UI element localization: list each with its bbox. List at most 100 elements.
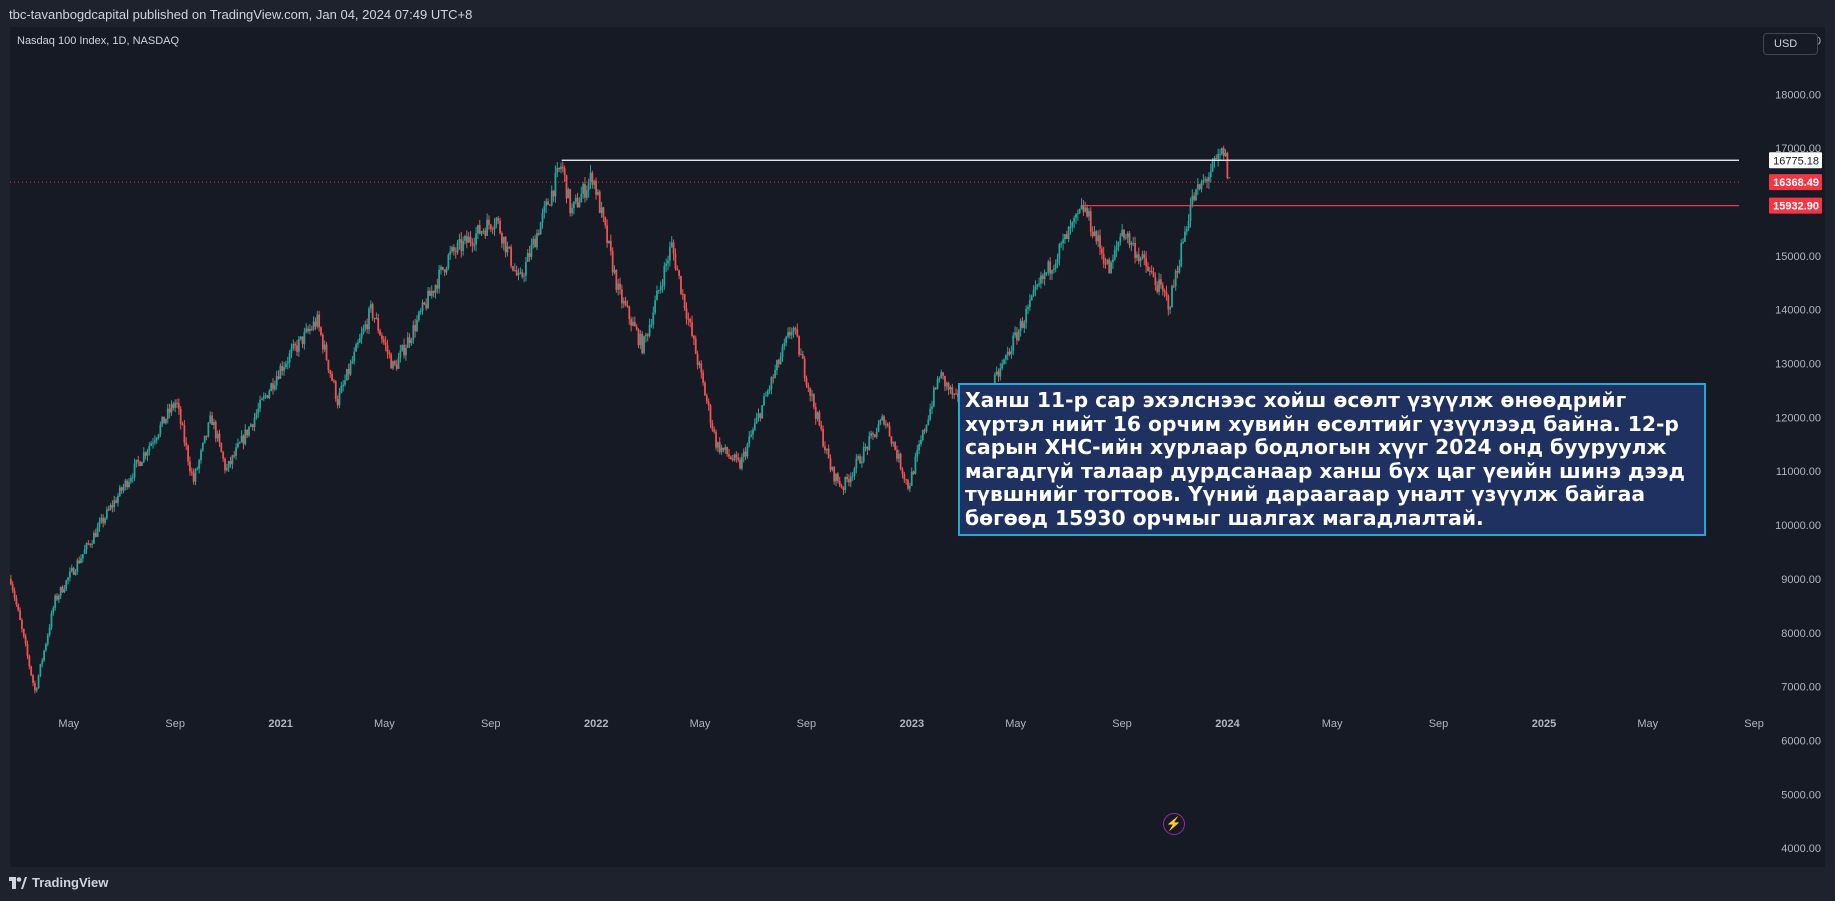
candle-body	[781, 346, 784, 357]
x-tick-label: 2022	[584, 718, 608, 730]
candle-body	[272, 383, 274, 390]
candle-body	[1030, 295, 1033, 301]
candle-body	[824, 446, 826, 451]
candle-body	[229, 461, 232, 465]
currency-button[interactable]: USD	[1763, 33, 1818, 55]
lightning-icon[interactable]: ⚡	[1163, 813, 1185, 835]
candle-body	[565, 175, 568, 199]
candle-body	[1112, 259, 1114, 263]
candle-body	[995, 371, 998, 375]
candle-body	[877, 424, 880, 432]
candle-body	[532, 238, 535, 245]
candle-body	[534, 238, 537, 248]
candle-body	[750, 434, 753, 437]
x-tick-label: May	[690, 718, 711, 730]
candle-body	[901, 469, 904, 475]
candle-body	[1224, 152, 1227, 156]
candle-body	[624, 300, 627, 306]
candle-body	[792, 328, 795, 332]
candle-body	[105, 509, 108, 519]
candle-body	[144, 452, 147, 456]
candle-body	[698, 363, 701, 365]
candle-body	[331, 373, 333, 381]
candle-body	[61, 586, 64, 593]
candle-body	[497, 218, 500, 221]
candle-body	[678, 270, 681, 277]
candle-body	[373, 317, 376, 319]
x-tick-label: May	[1637, 718, 1658, 730]
candle-body	[98, 521, 101, 528]
candle-body	[580, 193, 583, 203]
tradingview-logo[interactable]: TradingView	[9, 875, 108, 890]
candle-body	[1213, 158, 1216, 161]
candle-body	[22, 628, 25, 637]
candle-body	[637, 329, 640, 346]
candle-body	[827, 448, 830, 459]
candle-body	[632, 321, 634, 326]
candle-body	[899, 453, 902, 470]
candle-body	[812, 394, 815, 408]
candle-body	[464, 236, 466, 241]
candle-body	[107, 509, 110, 511]
candle-body	[1028, 300, 1031, 308]
candle-body	[416, 319, 418, 332]
candle-body	[753, 423, 756, 430]
candle-body	[177, 403, 180, 409]
candle-body	[923, 430, 926, 432]
candle-body	[800, 354, 802, 356]
annotation-callout[interactable]: Ханш 11-р сар эхэлснээс хойш өсөлт үзүүл…	[958, 383, 1706, 536]
candle-body	[349, 363, 352, 375]
symbol-label[interactable]: Nasdaq 100 Index, 1D, NASDAQ	[17, 35, 180, 47]
y-tick-label: 18000.00	[1775, 89, 1821, 101]
candle-body	[163, 416, 165, 424]
candle-body	[475, 233, 477, 245]
candle-body	[550, 190, 553, 206]
candle-body	[742, 451, 745, 458]
candle-body	[779, 356, 782, 365]
candle-body	[128, 481, 130, 487]
candle-body	[443, 269, 446, 273]
candle-body	[787, 332, 789, 337]
candle-body	[872, 433, 874, 435]
candle-body	[811, 394, 813, 396]
candle-body	[873, 434, 876, 438]
candle-body	[556, 167, 559, 173]
candle-body	[76, 560, 79, 572]
candle-body	[187, 445, 189, 462]
candle-body	[1040, 275, 1042, 284]
candle-body	[1132, 242, 1135, 244]
candle-body	[174, 402, 177, 408]
candle-body	[931, 406, 933, 409]
candle-body	[133, 463, 136, 478]
candle-body	[213, 421, 215, 426]
candle-body	[905, 479, 908, 481]
candle-body	[320, 327, 322, 335]
candle-body	[414, 324, 417, 332]
candle-body	[493, 225, 496, 230]
candle-body	[482, 230, 485, 232]
candle-body	[829, 458, 832, 470]
candle-body	[333, 380, 335, 382]
candle-body	[405, 347, 407, 356]
candle-body	[93, 532, 95, 544]
candle-body	[200, 450, 202, 461]
candle-body	[870, 433, 872, 437]
candle-body	[1006, 351, 1009, 356]
candle-body	[1084, 207, 1087, 212]
candle-body	[582, 184, 585, 194]
candle-body	[718, 442, 721, 453]
candle-body	[240, 435, 243, 443]
candle-body	[652, 312, 655, 325]
candle-body	[172, 404, 175, 408]
candle-body	[711, 423, 714, 430]
candle-body	[1167, 295, 1170, 310]
candle-body	[1139, 257, 1142, 262]
price-chart[interactable]: 4000.00 5000.00 6000.00 7000.00 8000.00 9000.…	[10, 27, 1825, 867]
candle-body	[680, 276, 682, 294]
candle-body	[24, 636, 27, 645]
y-tick-label: 10000.00	[1775, 520, 1821, 532]
publish-info: tbc-tavanbogdcapital published on Tradin…	[9, 7, 473, 22]
candle-body	[740, 457, 743, 469]
candle-body	[310, 329, 313, 331]
candle-body	[822, 428, 825, 447]
